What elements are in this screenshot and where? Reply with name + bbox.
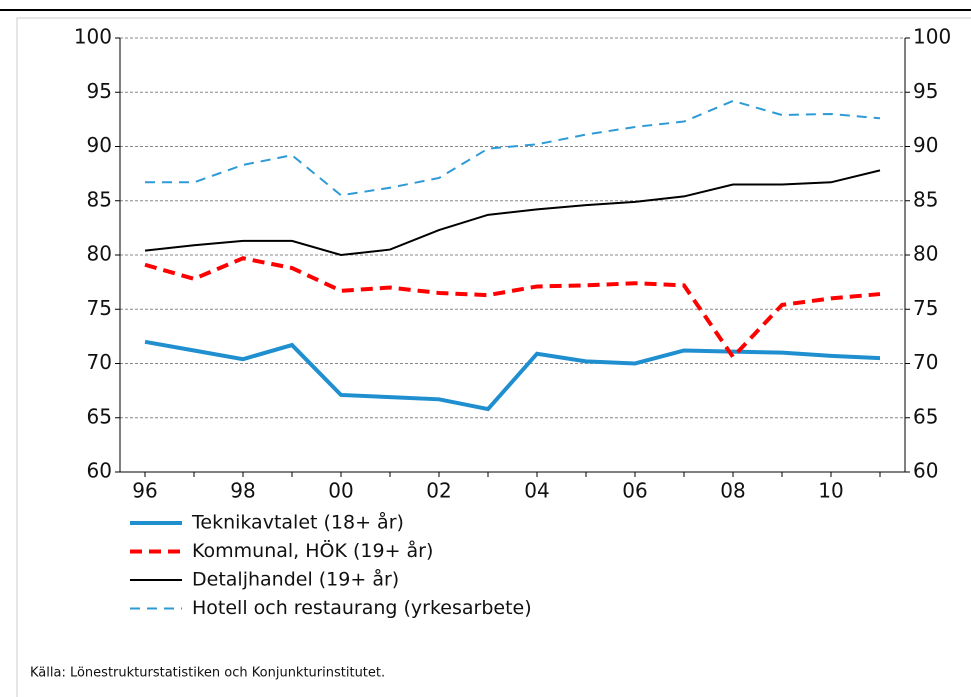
y2-tick-label: 80 xyxy=(913,242,938,266)
x-tick-label: 04 xyxy=(524,479,549,503)
y2-tick-label: 100 xyxy=(913,25,951,49)
frame xyxy=(16,17,971,697)
y-tick-label: 70 xyxy=(87,350,112,374)
y2-tick-label: 60 xyxy=(913,459,938,483)
legend-label: Teknikavtalet (18+ år) xyxy=(191,511,404,534)
x-tick-label: 06 xyxy=(622,479,647,503)
y-tick-label: 75 xyxy=(87,296,112,320)
y2-tick-label: 75 xyxy=(913,296,938,320)
x-tick-label: 02 xyxy=(426,479,451,503)
y2-tick-label: 95 xyxy=(913,79,938,103)
x-tick-label: 98 xyxy=(230,479,255,503)
series-line xyxy=(144,256,881,361)
y-tick-label: 85 xyxy=(87,187,112,211)
series-line xyxy=(145,99,881,197)
y-tick-label: 90 xyxy=(87,133,112,157)
y-tick-label: 80 xyxy=(87,242,112,266)
series-line xyxy=(144,339,881,412)
y2-tick-label: 85 xyxy=(913,187,938,211)
y2-tick-label: 70 xyxy=(913,350,938,374)
series-line xyxy=(144,169,881,257)
legend-label: Hotell och restaurang (yrkesarbete) xyxy=(192,597,532,619)
y-tick-label: 100 xyxy=(74,25,112,49)
x-tick-label: 08 xyxy=(720,479,745,503)
y-tick-label: 60 xyxy=(87,459,112,483)
y2-tick-label: 65 xyxy=(913,404,938,428)
x-tick-label: 00 xyxy=(328,479,353,503)
source: Källa: Lönestrukturstatistiken och Konju… xyxy=(30,666,385,681)
legend-label: Detaljhandel (19+ år) xyxy=(192,568,399,591)
x-tick-label: 10 xyxy=(818,479,843,503)
x-tick-label: 96 xyxy=(132,479,157,503)
y-tick-label: 95 xyxy=(87,79,112,103)
y2-tick-label: 90 xyxy=(913,133,938,157)
y-tick-label: 65 xyxy=(87,404,112,428)
legend-label: Kommunal, HÖK (19+ år) xyxy=(192,539,433,562)
